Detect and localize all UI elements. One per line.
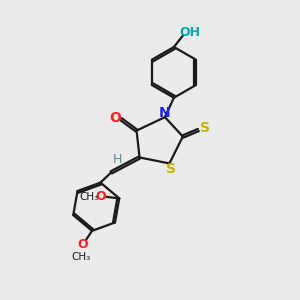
Text: O: O [110,111,122,125]
Text: O: O [95,190,106,203]
Text: CH₃: CH₃ [72,252,91,262]
Text: N: N [159,106,171,120]
Text: OH: OH [179,26,200,39]
Text: S: S [200,121,210,135]
Text: H: H [112,153,122,166]
Text: S: S [166,161,176,176]
Text: O: O [78,238,88,251]
Text: CH₃: CH₃ [80,192,99,202]
